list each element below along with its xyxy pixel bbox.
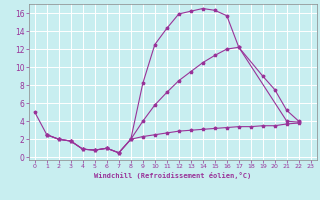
X-axis label: Windchill (Refroidissement éolien,°C): Windchill (Refroidissement éolien,°C) — [94, 172, 252, 179]
